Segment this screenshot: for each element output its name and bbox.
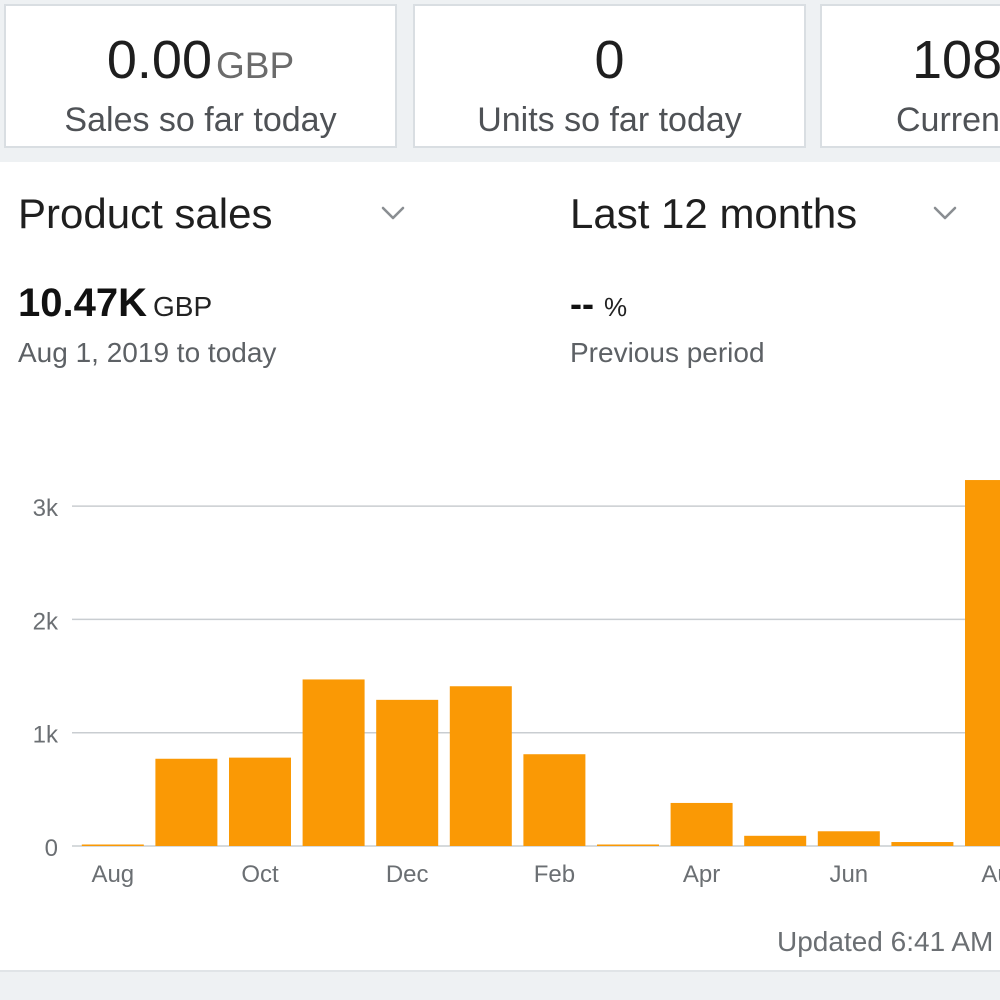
bar-dec-4[interactable] (376, 699, 439, 846)
current-label: Current (896, 101, 1000, 139)
current-card[interactable]: 108 Current (820, 4, 1000, 148)
bar-aug-12[interactable] (965, 480, 1000, 846)
change-percent-value: --% (570, 283, 628, 324)
previous-period-label: Previous period (570, 337, 765, 368)
x-tick-label: Au (981, 861, 1000, 888)
total-sales-value: 10.47K GBP (18, 281, 213, 325)
sales-today-unit: GBP (215, 45, 295, 86)
x-tick-label: Feb (534, 861, 575, 888)
y-tick-label: 0 (45, 835, 58, 862)
sales-today-card[interactable]: 0.00 GBP Sales so far today (4, 4, 397, 148)
x-tick-label: Aug (91, 861, 134, 888)
y-tick-label: 3k (33, 495, 59, 522)
change-percent-unit: % (603, 292, 628, 322)
bar-sep-1[interactable] (155, 758, 218, 846)
y-tick-label: 2k (33, 608, 59, 635)
bar-oct-2[interactable] (229, 757, 291, 846)
chevron-down-icon[interactable] (380, 200, 406, 226)
bar-jun-10[interactable] (817, 831, 880, 846)
total-sales-unit: GBP (152, 291, 213, 322)
bar-nov-3[interactable] (302, 679, 365, 846)
chevron-down-icon[interactable] (932, 200, 958, 226)
period-selector[interactable]: Last 12 months (570, 190, 858, 237)
bar-jul-11[interactable] (891, 842, 954, 846)
bar-mar-7[interactable] (597, 844, 659, 847)
x-tick-label: Apr (683, 861, 720, 888)
x-tick-label: Jun (829, 861, 868, 888)
bar-apr-8[interactable] (670, 802, 733, 846)
bar-feb-6[interactable] (523, 754, 586, 846)
updated-timestamp: Updated 6:41 AM (777, 926, 994, 957)
units-today-value: 0 (594, 30, 625, 90)
bar-jan-5[interactable] (449, 686, 512, 846)
sales-today-value: 0.00 GBP (106, 30, 295, 90)
stat-cards-strip: 0.00 GBP Sales so far today 0 Units so fa… (0, 0, 1000, 162)
current-value: 108 (912, 30, 1000, 90)
product-sales-bar-chart: 0 1k 2k 3k Aug Oct Dec Feb Apr Jun Au (33, 480, 1000, 888)
bottom-divider (0, 970, 1000, 1000)
x-tick-label: Oct (241, 861, 279, 888)
metric-selector[interactable]: Product sales (18, 190, 273, 237)
sales-today-label: Sales so far today (64, 101, 337, 139)
bar-may-9[interactable] (744, 835, 807, 846)
x-tick-label: Dec (386, 861, 429, 888)
date-range-label: Aug 1, 2019 to today (18, 337, 277, 368)
units-today-label: Units so far today (477, 101, 742, 139)
y-tick-label: 1k (33, 722, 59, 749)
units-today-card[interactable]: 0 Units so far today (413, 4, 806, 148)
bar-aug-0[interactable] (81, 844, 144, 847)
